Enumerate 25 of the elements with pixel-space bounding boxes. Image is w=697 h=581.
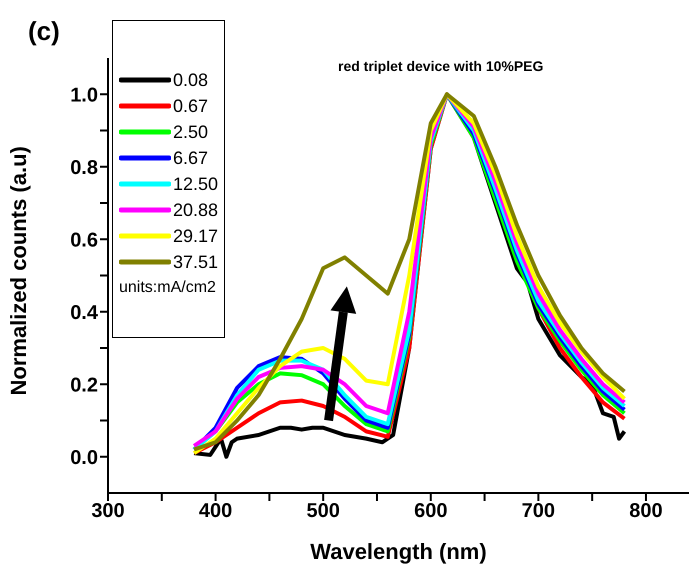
legend-label: 2.50 (173, 122, 208, 142)
x-tick-label: 700 (522, 500, 556, 522)
legend-label: 0.08 (173, 70, 208, 90)
legend-label: 29.17 (173, 226, 218, 246)
x-tick-label: 400 (198, 500, 232, 522)
y-axis-title: Normalized counts (a.u) (6, 146, 31, 396)
x-axis-title: Wavelength (nm) (310, 539, 487, 564)
y-tick-label: 1.0 (70, 84, 98, 106)
text: (c) (28, 16, 60, 47)
y-tick-label: 0.0 (70, 446, 98, 469)
x-tick-label: 300 (91, 500, 125, 522)
y-tick-label: 0.2 (70, 374, 98, 396)
chart-title: red triplet device with 10%PEG (338, 58, 544, 74)
legend-label: 6.67 (173, 148, 208, 168)
legend-label: 20.88 (173, 200, 218, 220)
y-tick-label: 0.8 (70, 156, 98, 179)
x-tick-label: 600 (414, 500, 448, 522)
legend-label: 37.51 (173, 252, 218, 272)
legend-label: 12.50 (173, 174, 218, 194)
y-tick-label: 0.6 (70, 229, 98, 252)
y-tick-label: 0.4 (70, 302, 99, 324)
legend-label: 0.67 (173, 96, 208, 116)
legend-title: units:mA/cm2 (119, 279, 217, 297)
x-tick-label: 800 (629, 500, 663, 522)
x-tick-label: 500 (306, 500, 340, 522)
